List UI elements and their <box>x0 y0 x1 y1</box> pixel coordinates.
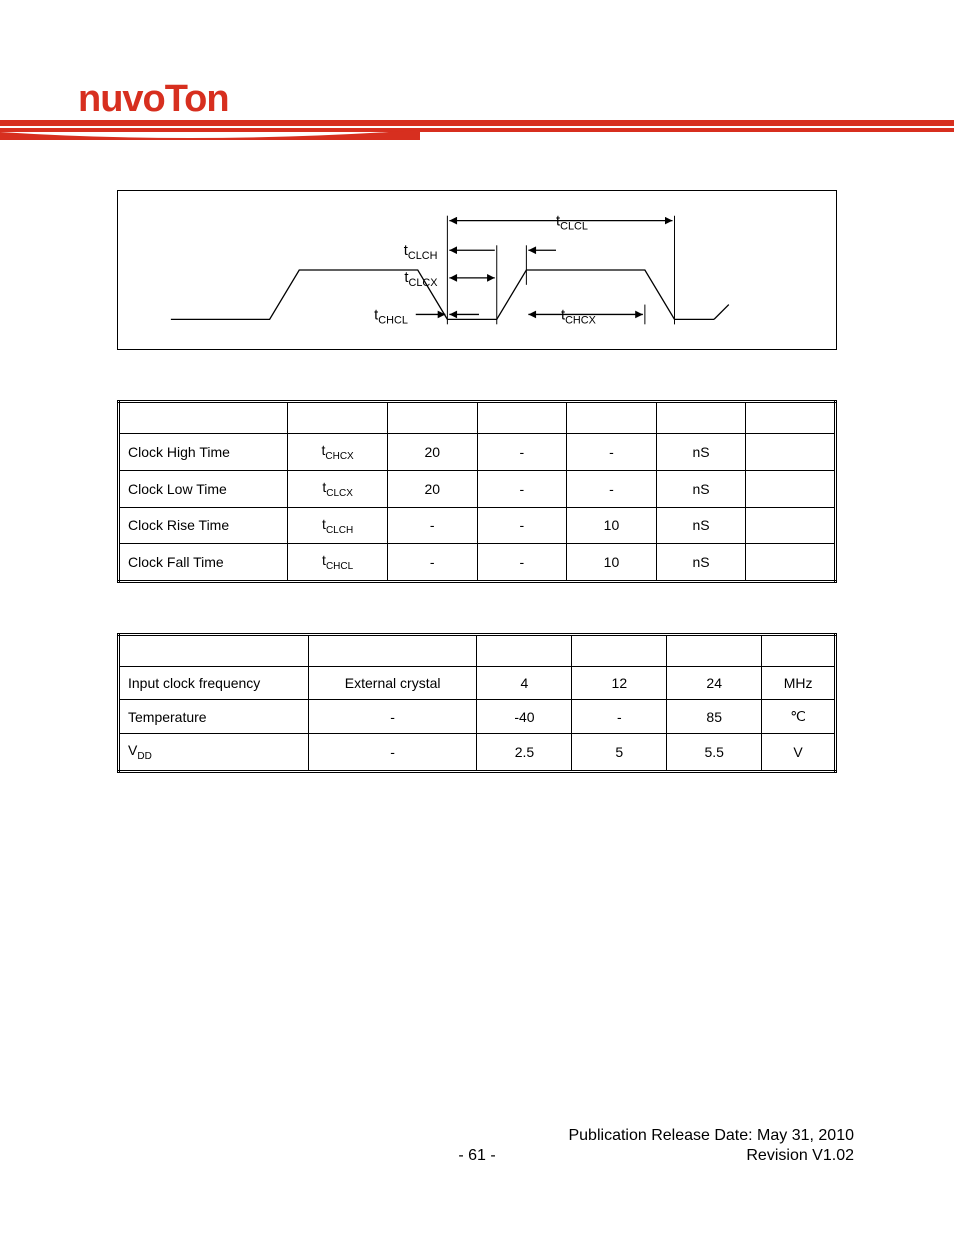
brand-logo: nuvoTon <box>78 78 229 121</box>
param-name: Temperature <box>119 700 309 734</box>
table-row: Clock High Time tCHCX 20 - - nS <box>119 434 836 471</box>
param-symbol: tCHCX <box>288 434 388 471</box>
param-unit: MHz <box>762 667 836 700</box>
param-max: - <box>567 434 657 471</box>
timing-diagram: tCLCL tCLCH tCLCX tCHCL tCHCX <box>117 190 837 350</box>
param-name: Clock Rise Time <box>119 507 288 544</box>
param-unit: nS <box>656 507 746 544</box>
param-typ: - <box>572 700 667 734</box>
param-name: VDD <box>119 734 309 772</box>
table-row: VDD - 2.5 5 5.5 V <box>119 734 836 772</box>
table-row: Temperature - -40 - 85 ℃ <box>119 700 836 734</box>
label-tclcl: tCLCL <box>556 214 588 233</box>
param-unit: ℃ <box>762 700 836 734</box>
param-symbol: tCHCL <box>288 544 388 582</box>
param-unit: nS <box>656 470 746 507</box>
param-unit: nS <box>656 544 746 582</box>
param-symbol: tCLCX <box>288 470 388 507</box>
table-row: Clock Rise Time tCLCH - - 10 nS <box>119 507 836 544</box>
param-min: - <box>387 544 477 582</box>
param-typ: - <box>477 544 567 582</box>
param-max: 5.5 <box>667 734 762 772</box>
param-max: 10 <box>567 507 657 544</box>
revision: Revision V1.02 <box>746 1147 854 1165</box>
page-number: - 61 - <box>458 1147 495 1165</box>
param-cond <box>746 507 836 544</box>
param-symbol: tCLCH <box>288 507 388 544</box>
param-min: 2.5 <box>477 734 572 772</box>
param-max: 85 <box>667 700 762 734</box>
param-max: 24 <box>667 667 762 700</box>
table-row: Input clock frequency External crystal 4… <box>119 667 836 700</box>
param-name: Input clock frequency <box>119 667 309 700</box>
param-unit: nS <box>656 434 746 471</box>
publication-date: Publication Release Date: May 31, 2010 <box>568 1127 854 1145</box>
param-cond <box>746 434 836 471</box>
param-typ: 12 <box>572 667 667 700</box>
swoosh-icon <box>0 120 954 140</box>
param-min: 4 <box>477 667 572 700</box>
param-min: - <box>387 507 477 544</box>
param-name: Clock Fall Time <box>119 544 288 582</box>
table-row: Clock Fall Time tCHCL - - 10 nS <box>119 544 836 582</box>
param-typ: - <box>477 470 567 507</box>
param-cond <box>746 470 836 507</box>
header: nuvoTon <box>0 0 954 140</box>
table-header-row <box>119 635 836 667</box>
param-cond <box>746 544 836 582</box>
param-typ: - <box>477 434 567 471</box>
param-unit: V <box>762 734 836 772</box>
param-cond: External crystal <box>308 667 477 700</box>
param-min: 20 <box>387 434 477 471</box>
param-min: 20 <box>387 470 477 507</box>
table-row: Clock Low Time tCLCX 20 - - nS <box>119 470 836 507</box>
table-header-row <box>119 402 836 434</box>
param-name: Clock High Time <box>119 434 288 471</box>
param-max: - <box>567 470 657 507</box>
timing-params-table: Clock High Time tCHCX 20 - - nS Clock Lo… <box>117 400 837 583</box>
label-tclch: tCLCH <box>404 243 438 262</box>
operating-conditions-table: Input clock frequency External crystal 4… <box>117 633 837 773</box>
content: tCLCL tCLCH tCLCX tCHCL tCHCX <box>0 140 954 773</box>
param-max: 10 <box>567 544 657 582</box>
label-tclcx: tCLCX <box>404 270 438 289</box>
param-cond: - <box>308 700 477 734</box>
param-typ: 5 <box>572 734 667 772</box>
timing-diagram-svg: tCLCL tCLCH tCLCX tCHCL tCHCX <box>118 191 836 349</box>
param-cond: - <box>308 734 477 772</box>
label-tchcl: tCHCL <box>374 307 408 326</box>
page: nuvoTon <box>0 0 954 1235</box>
param-name: Clock Low Time <box>119 470 288 507</box>
param-typ: - <box>477 507 567 544</box>
label-tchcx: tCHCX <box>561 307 597 326</box>
param-min: -40 <box>477 700 572 734</box>
